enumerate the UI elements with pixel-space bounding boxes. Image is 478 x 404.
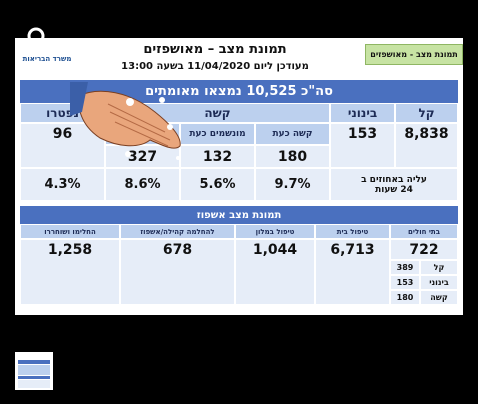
cell-value: 722 bbox=[390, 239, 458, 260]
breakdown-value: 180 bbox=[390, 290, 420, 305]
breakdown-value: 153 bbox=[390, 275, 420, 290]
cell-value: 8,838 bbox=[395, 123, 458, 168]
cell-value: 1,044 bbox=[235, 239, 315, 305]
column-header: החלימו ושוחררו bbox=[20, 224, 120, 239]
breakdown-value: 389 bbox=[390, 260, 420, 275]
cell-value: 6,713 bbox=[315, 239, 390, 305]
sub-header: קשה כעת bbox=[255, 123, 330, 145]
breakdown-label: קשה bbox=[420, 290, 458, 305]
cell-change: 9.7% bbox=[255, 168, 330, 201]
cell-value: 180 bbox=[255, 145, 330, 168]
cell-change: 8.6% bbox=[105, 168, 180, 201]
column-header: קל bbox=[395, 103, 458, 123]
cell-change: 5.6% bbox=[180, 168, 255, 201]
cell-change: 4.3% bbox=[20, 168, 105, 201]
breakdown-label: בינוני bbox=[420, 275, 458, 290]
row-label: עליה באחוזים ב 24 שעות bbox=[330, 168, 458, 201]
cell-value: 327 bbox=[105, 145, 180, 168]
column-header: טיפול במלון bbox=[235, 224, 315, 239]
hand-graphic bbox=[70, 82, 181, 160]
cell-value: 678 bbox=[120, 239, 235, 305]
cell-value: 1,258 bbox=[20, 239, 120, 305]
slide-title: תמונת מצב – מאושפזים bbox=[143, 41, 287, 57]
section-tag: תמונת מצב - מאושפזים bbox=[365, 44, 463, 65]
section-title: תמונת מצב אשפוז bbox=[20, 206, 458, 224]
logo: משרד הבריאות bbox=[22, 55, 72, 63]
sub-header: מונשמים כעת bbox=[180, 123, 255, 145]
column-header: להחלמה קהילה/אשפוז bbox=[120, 224, 235, 239]
column-header: טיפול בית bbox=[315, 224, 390, 239]
thumbnail[interactable] bbox=[15, 352, 53, 390]
column-header: בתי חולים bbox=[390, 224, 458, 239]
cell-value: 153 bbox=[330, 123, 395, 168]
slide-subtitle: מעודכן ליום 11/04/2020 בשעה 13:00 bbox=[121, 60, 309, 72]
cell-value: 132 bbox=[180, 145, 255, 168]
search-button[interactable] bbox=[26, 26, 52, 52]
column-header: בינוני bbox=[330, 103, 395, 123]
breakdown-label: קל bbox=[420, 260, 458, 275]
